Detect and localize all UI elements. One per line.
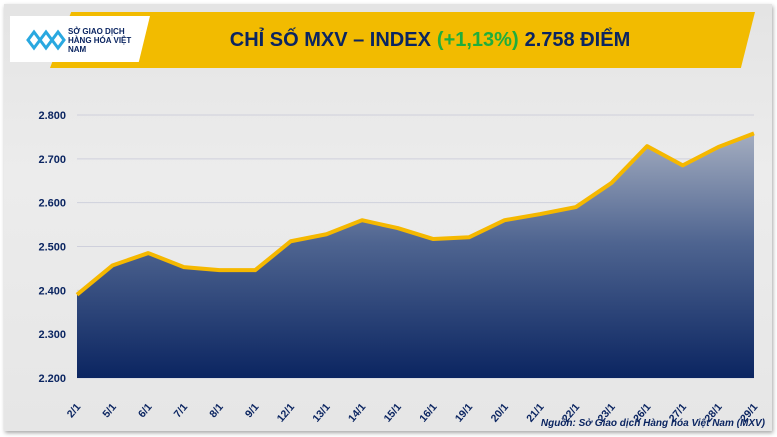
y-tick-label: 2.600 [38,198,66,210]
x-tick-label: 20/1 [489,401,511,424]
x-tick-label: 15/1 [382,401,404,424]
source-note: Nguồn: Sở Giao dịch Hàng hóa Việt Nam (M… [540,418,765,429]
x-tick-label: 2/1 [65,401,84,420]
x-tick-label: 8/1 [207,401,226,420]
x-tick-label: 12/1 [275,401,297,424]
y-tick-label: 2.300 [38,329,66,341]
x-tick-label: 19/1 [453,401,475,424]
y-tick-label: 2.200 [38,373,66,385]
x-tick-label: 13/1 [310,401,332,424]
mxv-logo: SỞ GIAO DỊCH HÀNG HÓA VIỆT NAM [10,16,150,62]
x-tick-label: 9/1 [243,401,262,420]
x-tick-label: 5/1 [100,401,119,420]
y-tick-label: 2.500 [38,242,66,254]
y-tick-label: 2.800 [38,110,66,122]
title-change: (+1,13%) [436,28,519,51]
y-tick-label: 2.700 [38,154,66,166]
y-tick-label: 2.400 [38,285,66,297]
title-banner [50,12,755,68]
logo-text: SỞ GIAO DỊCH HÀNG HÓA VIỆT NAM [68,27,132,54]
mxv-logo-icon [26,29,66,51]
index-area [77,133,754,378]
x-tick-label: 7/1 [172,401,191,420]
title-main: CHỈ SỐ MXV – INDEX [229,28,431,51]
x-tick-label: 16/1 [417,401,439,424]
title-value: 2.758 ĐIỂM [524,28,631,51]
x-tick-label: 14/1 [346,401,368,424]
chart-title: CHỈ SỐ MXV – INDEX (+1,13%) 2.758 ĐIỂM [130,12,730,68]
x-tick-label: 6/1 [136,401,155,420]
index-line [75,131,755,297]
